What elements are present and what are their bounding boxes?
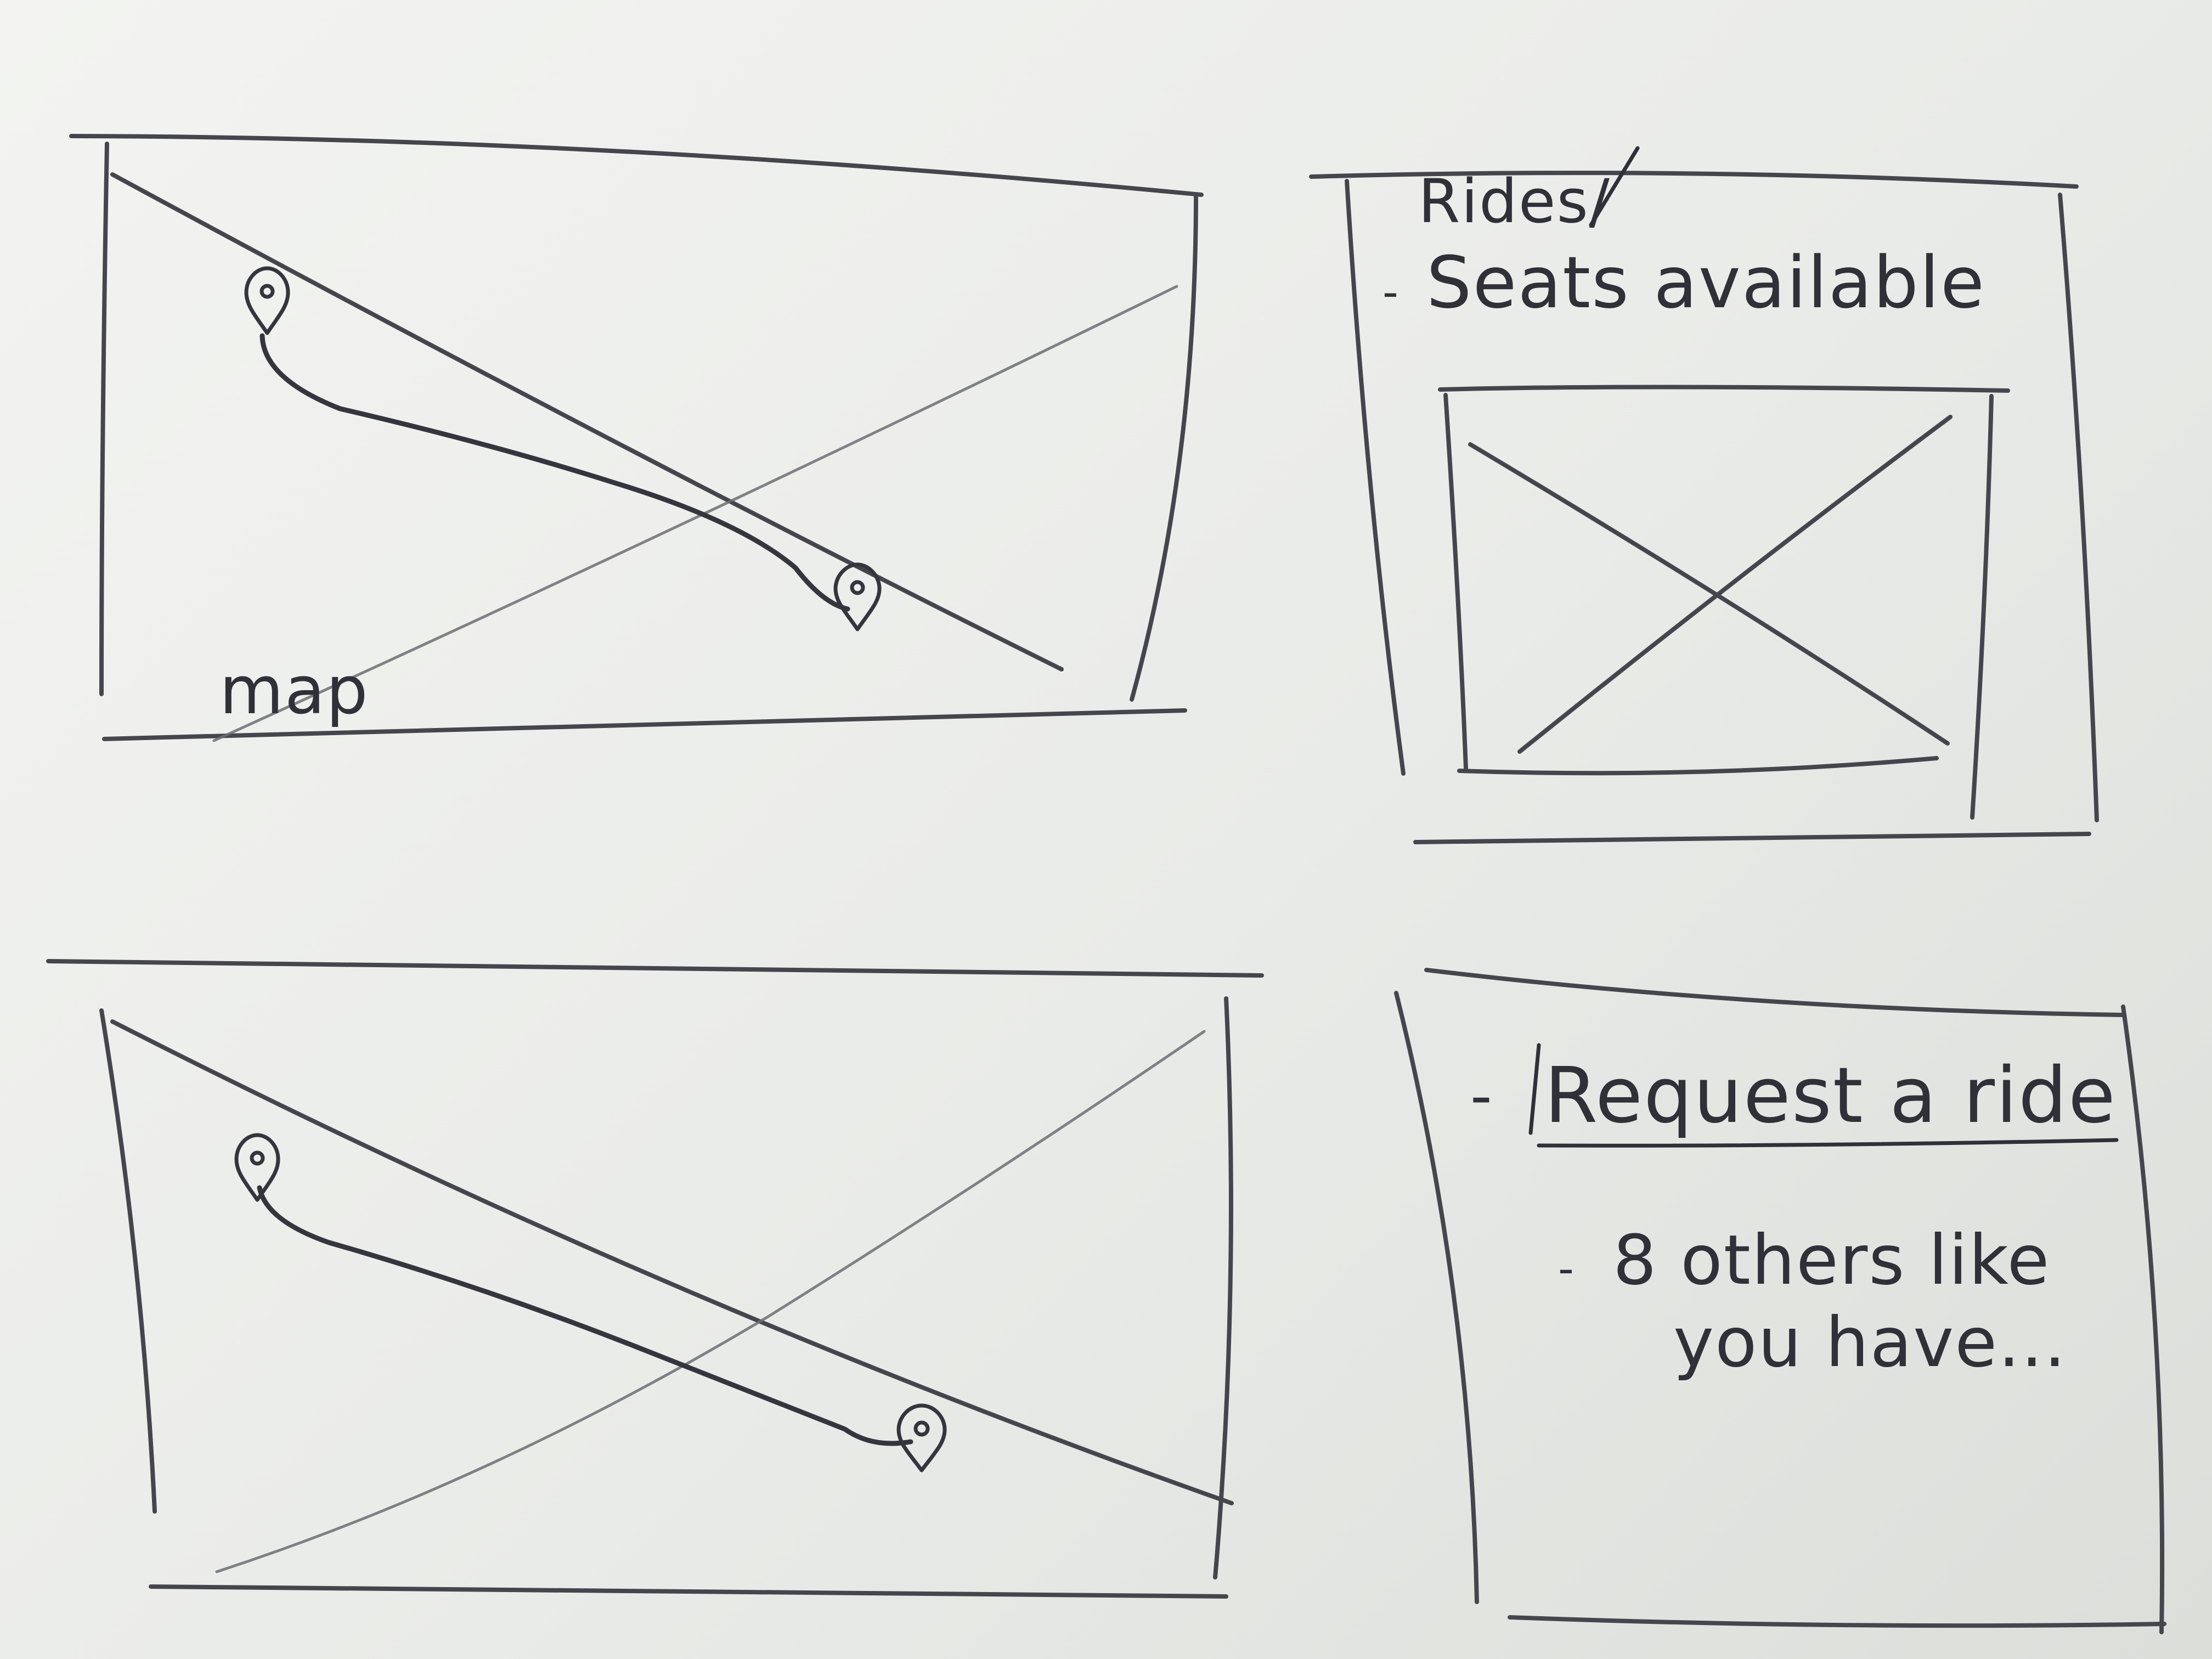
image-placeholder-icon — [1438, 385, 2010, 820]
others-info-line-1: 8 others like — [1613, 1221, 2050, 1300]
rides-bullet: - — [1383, 267, 1400, 318]
map-placeholder-diagonal-1 — [110, 172, 1064, 672]
map-pin-icon[interactable] — [244, 266, 290, 335]
map-route-line — [259, 333, 850, 612]
map-pin-icon[interactable] — [234, 1133, 280, 1202]
request-ride-underline — [1537, 1138, 2119, 1148]
map-panel-top-border — [69, 134, 1204, 197]
rides-panel-bottom-border — [1413, 832, 2091, 844]
map-panel[interactable]: map — [69, 134, 1204, 742]
map-panel-right-border — [1130, 193, 1198, 702]
others-info-line-2: you have... — [1673, 1303, 2067, 1383]
map-panel-2-left-border — [99, 1008, 157, 1514]
map-label: map — [219, 653, 369, 729]
seats-available-label: Seats available — [1426, 241, 1985, 324]
map-panel-2-top-border — [46, 959, 1264, 978]
request-ride-label[interactable]: Request a ride — [1544, 1051, 2117, 1141]
request-panel[interactable]: - Request a ride - 8 others like you hav… — [1394, 968, 2166, 1634]
map-panel-left-border — [99, 142, 109, 696]
map-panel-2-right-border — [1213, 996, 1233, 1579]
request-panel-right-border — [2121, 1005, 2165, 1634]
rides-panel-left-border — [1345, 179, 1406, 776]
rides-title: Rides/ — [1418, 166, 1611, 236]
map-2-route-line — [257, 1185, 913, 1446]
map-pin-icon[interactable] — [833, 562, 882, 631]
request-ride-button[interactable]: Request a ride — [1528, 1043, 2119, 1148]
request-ride-bracket — [1528, 1043, 1541, 1135]
rides-panel-right-border — [2058, 193, 2099, 822]
map-2-placeholder-diagonal-2 — [215, 1030, 1206, 1573]
rides-panel-top-border — [1309, 171, 2079, 189]
request-bullet: - — [1470, 1060, 1493, 1131]
rides-panel[interactable]: Rides/ - Seats available — [1309, 146, 2099, 844]
rides-title-slash — [1589, 146, 1640, 227]
map-2-placeholder-diagonal-1 — [110, 1019, 1234, 1505]
map-placeholder-diagonal-2 — [212, 285, 1178, 742]
others-bullet: - — [1558, 1243, 1575, 1294]
map-panel-bottom-border — [102, 708, 1187, 741]
map-panel-2[interactable] — [46, 959, 1264, 1599]
map-panel-2-bottom-border — [149, 1584, 1228, 1599]
request-panel-bottom-border — [1508, 1615, 2166, 1628]
map-pin-icon[interactable] — [896, 1403, 947, 1472]
request-panel-top-border — [1424, 968, 2124, 1017]
request-panel-left-border — [1394, 991, 1479, 1604]
